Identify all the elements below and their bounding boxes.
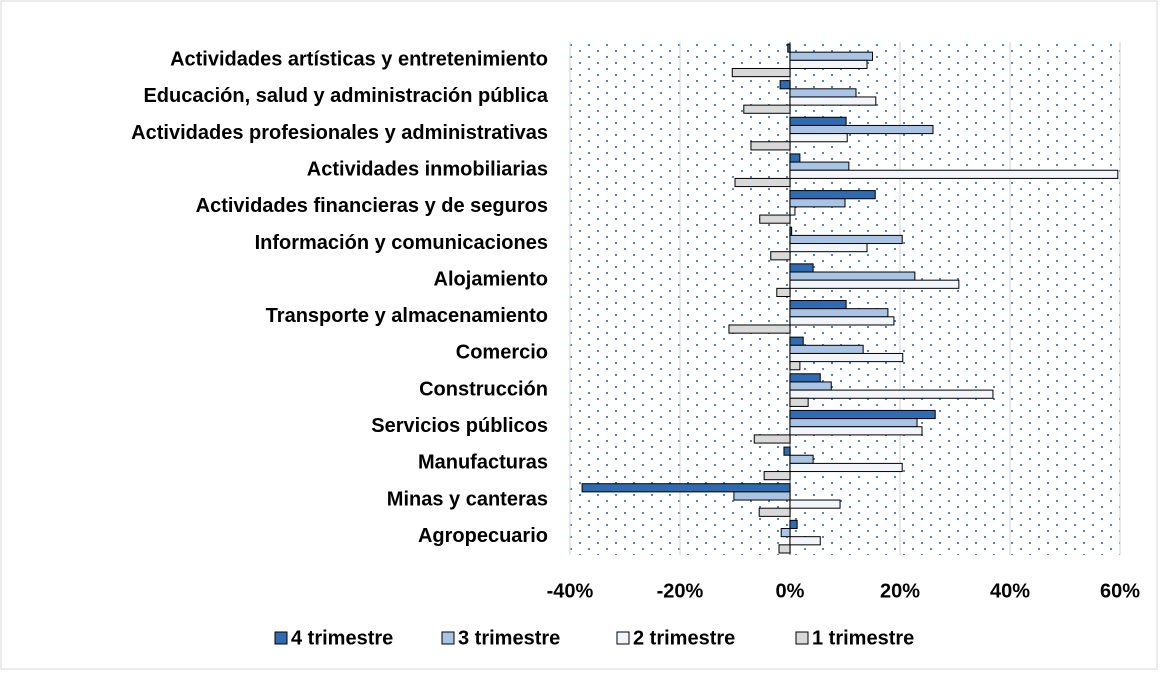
bar bbox=[789, 462, 903, 473]
bar bbox=[778, 544, 791, 554]
bar bbox=[733, 491, 791, 501]
y-tick-label: Actividades profesionales y administrati… bbox=[131, 122, 548, 144]
legend-swatch bbox=[616, 631, 630, 645]
bar bbox=[789, 336, 804, 346]
x-tick-label: 0% bbox=[776, 580, 805, 602]
x-tick-label: 60% bbox=[1100, 580, 1140, 602]
bar bbox=[763, 471, 791, 481]
bar bbox=[789, 243, 868, 253]
legend-label: 4 trimestre bbox=[291, 627, 393, 649]
bar bbox=[787, 43, 791, 53]
bar bbox=[789, 373, 821, 383]
bar bbox=[789, 88, 857, 98]
x-tick-label: 20% bbox=[880, 580, 920, 602]
bar bbox=[759, 214, 791, 224]
bar bbox=[789, 234, 903, 245]
y-tick-label: Información y comunicaciones bbox=[255, 232, 548, 254]
x-tick-label: -40% bbox=[547, 580, 594, 602]
bar bbox=[789, 169, 1119, 179]
bar bbox=[789, 190, 876, 200]
bar bbox=[789, 409, 936, 420]
bar bbox=[758, 507, 791, 517]
bar bbox=[789, 226, 793, 236]
bar bbox=[728, 324, 791, 334]
bar bbox=[789, 361, 801, 371]
bar bbox=[734, 177, 791, 188]
y-tick-label: Comercio bbox=[456, 342, 548, 364]
bar bbox=[789, 454, 814, 464]
bar bbox=[789, 397, 809, 407]
bar bbox=[753, 434, 791, 444]
bar bbox=[743, 104, 791, 114]
y-tick-label: Servicios públicos bbox=[371, 415, 548, 437]
bar bbox=[789, 352, 904, 363]
bar bbox=[789, 263, 814, 273]
y-tick-label: Educación, salud y administración públic… bbox=[143, 85, 548, 107]
bar bbox=[789, 124, 934, 135]
bar bbox=[750, 141, 791, 151]
x-tick-label: -20% bbox=[657, 580, 704, 602]
bar bbox=[789, 519, 798, 530]
bar bbox=[789, 418, 918, 428]
y-tick-label: Transporte y almacenamiento bbox=[266, 305, 548, 327]
bar bbox=[789, 59, 868, 69]
y-tick-label: Manufacturas bbox=[418, 452, 548, 474]
bar bbox=[789, 161, 850, 171]
bar bbox=[789, 133, 848, 143]
legend-label: 2 trimestre bbox=[633, 627, 735, 649]
bar bbox=[776, 287, 791, 298]
bar bbox=[783, 446, 791, 456]
bar bbox=[789, 426, 923, 436]
bar bbox=[780, 528, 791, 538]
legend-swatch bbox=[274, 631, 288, 645]
x-tick-label: 40% bbox=[990, 580, 1030, 602]
y-tick-label: Agropecuario bbox=[418, 525, 548, 547]
y-tick-label: Actividades inmobiliarias bbox=[307, 159, 548, 181]
bar bbox=[789, 271, 916, 281]
legend-label: 3 trimestre bbox=[458, 627, 560, 649]
bar bbox=[731, 67, 791, 78]
legend-swatch bbox=[795, 631, 809, 645]
bar bbox=[789, 536, 821, 546]
bar bbox=[789, 389, 994, 399]
bar bbox=[789, 308, 889, 318]
bar bbox=[789, 206, 796, 216]
bar bbox=[789, 300, 847, 310]
bar bbox=[789, 279, 960, 289]
legend-swatch bbox=[441, 631, 455, 645]
y-tick-label: Actividades financieras y de seguros bbox=[196, 195, 548, 217]
bar bbox=[789, 153, 801, 163]
y-tick-label: Minas y canteras bbox=[387, 488, 548, 510]
legend-label: 1 trimestre bbox=[812, 627, 914, 649]
y-tick-label: Alojamiento bbox=[434, 268, 548, 290]
bar bbox=[789, 316, 895, 326]
y-tick-label: Actividades artísticas y entretenimiento bbox=[170, 49, 548, 71]
bar bbox=[789, 344, 864, 354]
bar bbox=[779, 80, 791, 90]
y-tick-label: Construcción bbox=[419, 378, 548, 400]
bar bbox=[789, 96, 877, 106]
bar bbox=[581, 483, 791, 493]
bar bbox=[789, 499, 841, 509]
bar bbox=[789, 198, 846, 208]
bar bbox=[789, 51, 873, 61]
bar bbox=[770, 251, 791, 261]
bar bbox=[789, 116, 847, 126]
bar bbox=[789, 381, 832, 391]
